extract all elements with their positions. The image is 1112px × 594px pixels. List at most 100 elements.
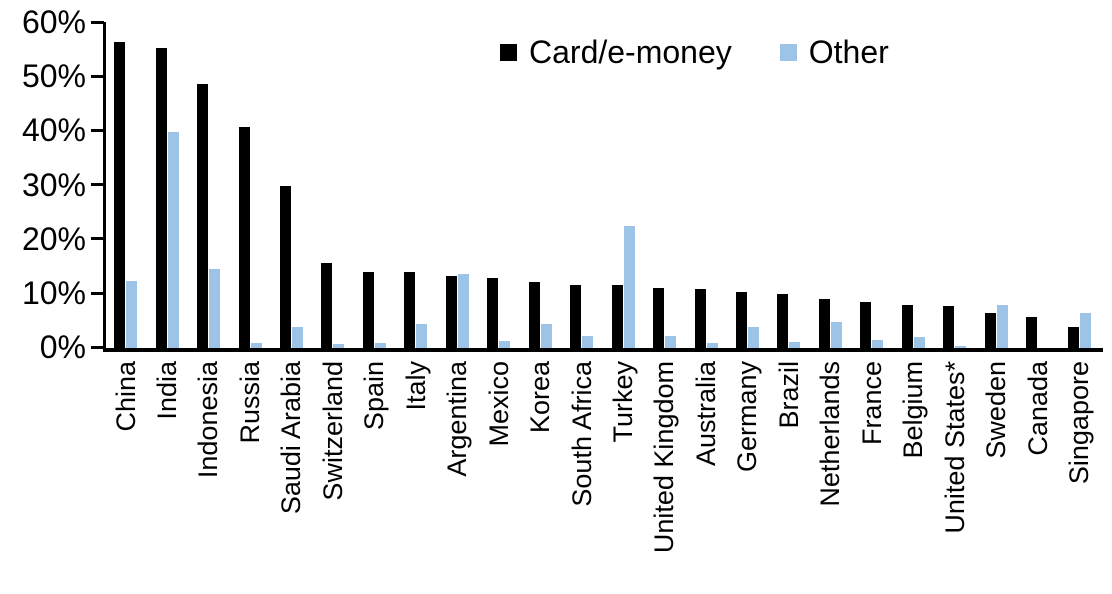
other-bar [416, 323, 428, 348]
bar-group-argentina [437, 22, 478, 348]
bar-group-south-africa [561, 22, 602, 348]
bar-group-sweden [976, 22, 1017, 348]
other-bar [623, 225, 635, 348]
x-axis-label: Netherlands [815, 361, 846, 507]
other-bar [167, 131, 179, 348]
other-bar [872, 340, 884, 348]
y-tick-mark [91, 74, 104, 78]
other-bar [955, 346, 967, 348]
card-e-money-bar [694, 289, 706, 348]
x-label-cell: Turkey [602, 361, 643, 553]
x-axis-label: South Africa [566, 361, 597, 507]
other-bar [830, 321, 842, 348]
x-axis-line [103, 348, 1103, 352]
card-e-money-bar [197, 84, 209, 348]
bar-group-mexico [478, 22, 519, 348]
x-axis-label: Korea [525, 361, 556, 434]
x-label-cell: United Kingdom [644, 361, 685, 553]
card-e-money-bar [114, 42, 126, 348]
x-axis-label: United Kingdom [649, 361, 680, 554]
other-bar [333, 343, 345, 348]
y-tick-mark [91, 237, 104, 241]
bar-group-indonesia [188, 22, 229, 348]
other-bar [748, 327, 760, 348]
x-axis-label: Russia [234, 361, 265, 444]
x-label-cell: Mexico [478, 361, 519, 553]
bar-group-netherlands [810, 22, 851, 348]
x-axis-label: Spain [359, 361, 390, 431]
bar-group-australia [685, 22, 726, 348]
card-e-money-bar [155, 48, 167, 348]
card-e-money-bar [362, 271, 374, 348]
other-bar [457, 273, 469, 348]
x-axis-labels: China India Indonesia Russia Saudi Arabia Swi… [105, 361, 1100, 553]
other-bar [540, 323, 552, 348]
bar-group-singapore [1058, 22, 1099, 348]
card-e-money-bar [777, 294, 789, 348]
x-label-cell: Canada [1017, 361, 1058, 553]
x-label-cell: Argentina [437, 361, 478, 553]
other-bar [996, 304, 1008, 348]
other-bar [665, 336, 677, 348]
legend-item-other: Other [779, 34, 889, 71]
other-bar [706, 342, 718, 348]
other-bar [1079, 312, 1091, 348]
y-tick-label: 0% [39, 329, 86, 366]
x-axis-label: Indonesia [193, 361, 224, 479]
other-bar [374, 343, 386, 348]
legend-label-card-e-money: Card/e-money [529, 34, 732, 70]
other-bar [292, 326, 304, 348]
card-e-money-bar [528, 282, 540, 348]
other-bar [250, 342, 262, 348]
y-tick-mark [91, 20, 104, 24]
x-label-cell: Indonesia [188, 361, 229, 553]
card-e-money-bar [1067, 327, 1079, 348]
x-label-cell: France [851, 361, 892, 553]
legend-swatch-other [779, 44, 797, 61]
x-label-cell: China [105, 361, 146, 553]
x-label-cell: Netherlands [810, 361, 851, 553]
card-e-money-bar [818, 298, 830, 348]
card-e-money-bar [901, 304, 913, 348]
card-e-money-bar [736, 291, 748, 348]
y-tick-mark [91, 183, 104, 187]
bar-group-spain [354, 22, 395, 348]
bar-group-turkey [602, 22, 643, 348]
x-label-cell: Brazil [768, 361, 809, 553]
x-axis-label: Argentina [442, 361, 473, 477]
bar-group-korea [520, 22, 561, 348]
x-axis-label: Singapore [1063, 361, 1094, 485]
x-axis-label: Brazil [773, 361, 804, 429]
other-bar [913, 336, 925, 348]
x-label-cell: Sweden [976, 361, 1017, 553]
card-e-money-bar [445, 276, 457, 348]
x-label-cell: South Africa [561, 361, 602, 553]
bar-group-germany [727, 22, 768, 348]
x-label-cell: Saudi Arabia [271, 361, 312, 553]
y-tick-label: 40% [21, 112, 86, 149]
card-e-money-bar [487, 278, 499, 348]
bar-group-italy [395, 22, 436, 348]
card-e-money-bar [238, 127, 250, 348]
bar-group-canada [1017, 22, 1058, 348]
x-axis-label: Belgium [898, 361, 929, 459]
bar-group-china [105, 22, 146, 348]
x-label-cell: United States* [934, 361, 975, 553]
x-axis-label: Canada [1022, 361, 1053, 456]
bar-group-saudi-arabia [271, 22, 312, 348]
x-label-cell: Belgium [893, 361, 934, 553]
x-label-cell: Russia [229, 361, 270, 553]
card-e-money-bar [570, 284, 582, 348]
card-e-money-bar [653, 287, 665, 348]
bar-group-brazil [768, 22, 809, 348]
other-bar [209, 268, 221, 348]
other-bar [582, 335, 594, 348]
legend-item-card-e-money: Card/e-money [500, 34, 732, 71]
card-e-money-bar [404, 272, 416, 348]
x-axis-label: China [110, 361, 141, 432]
plot-area [105, 22, 1100, 348]
x-label-cell: Switzerland [312, 361, 353, 553]
x-axis-label: India [152, 361, 182, 420]
x-label-cell: Australia [685, 361, 726, 553]
